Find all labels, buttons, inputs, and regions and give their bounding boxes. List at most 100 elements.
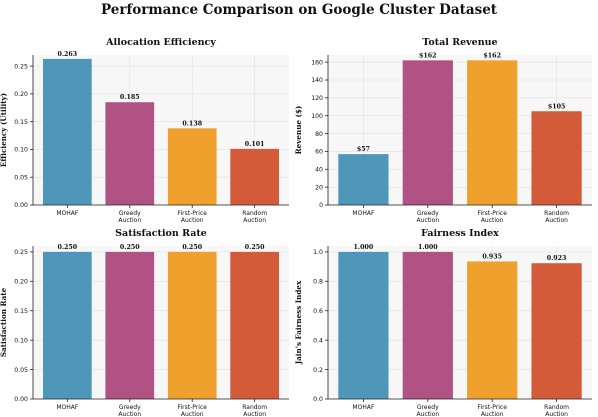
data-label: 0.250	[182, 244, 202, 251]
y-tick-label: 0.00	[14, 202, 28, 209]
y-tick-label: 80	[315, 131, 323, 138]
chart-panel-4: Fairness Index Jain's Fairness Index 0.0 0.…	[294, 228, 592, 417]
x-tick-label: Random Auction	[544, 210, 569, 224]
x-tick-label-line: Greedy	[119, 404, 141, 411]
y-axis-label: Revenue ($)	[294, 106, 303, 155]
chart-panel-2: Total Revenue Revenue ($) 0 20 40 60 80 100 120 1…	[294, 37, 592, 224]
x-tick-label-line: Auction	[243, 217, 266, 224]
x-tick-label: First-Price Auction	[477, 404, 507, 417]
chart-panel-3: Satisfaction Rate Satisfaction Rate 0.00 0.…	[0, 228, 289, 417]
y-tick-label: 0.00	[14, 396, 28, 403]
y-tick-label: 0.05	[14, 367, 28, 374]
y-tick-label: 0.15	[14, 119, 28, 126]
bar-first-price-auction	[467, 60, 518, 205]
x-tick-label: First-Price Auction	[477, 210, 507, 224]
y-tick-label: 0.8	[313, 279, 323, 286]
data-label: 0.935	[482, 253, 502, 260]
x-tick-label-line: MOHAF	[56, 210, 79, 217]
x-tick-label: MOHAF	[352, 210, 375, 217]
x-tick-label-line: Auction	[181, 411, 204, 417]
y-tick-label: 20	[315, 184, 323, 191]
y-tick-label: 160	[311, 59, 323, 66]
x-tick-label: Random Auction	[242, 210, 267, 224]
x-tick-label: MOHAF	[56, 404, 79, 411]
x-tick-label: MOHAF	[56, 210, 79, 217]
x-tick-label-line: Random	[242, 404, 267, 411]
y-tick-label: 0.10	[14, 337, 28, 344]
y-tick-label: 100	[311, 113, 323, 120]
x-tick-label: Greedy Auction	[416, 210, 439, 224]
data-label: $162	[419, 52, 437, 59]
data-label: 0.923	[547, 255, 567, 262]
y-tick-label: 0.10	[14, 147, 28, 154]
panel-title: Fairness Index	[421, 228, 499, 239]
bar-greedy-auction	[402, 60, 453, 205]
y-tick-label: 0.15	[14, 308, 28, 315]
bar-greedy-auction	[105, 102, 155, 205]
panel-title: Satisfaction Rate	[115, 228, 207, 239]
x-tick-label: First-Price Auction	[178, 404, 208, 417]
x-tick-label-line: First-Price	[178, 210, 208, 217]
bar-first-price-auction	[167, 251, 217, 399]
x-tick-label-line: Auction	[416, 217, 439, 224]
x-tick-label-line: Random	[242, 210, 267, 217]
y-tick-label: 0.2	[313, 367, 323, 374]
chart-panel-1: Allocation Efficiency Efficiency (Utility…	[0, 37, 289, 224]
x-tick-label-line: Auction	[545, 411, 568, 417]
y-axis-label: Satisfaction Rate	[0, 287, 8, 357]
data-label: 1.000	[354, 244, 374, 251]
x-tick-label-line: Greedy	[119, 210, 141, 217]
y-axis-label: Efficiency (Utility)	[0, 93, 8, 167]
data-label: $57	[357, 146, 370, 153]
x-tick-label: Random Auction	[242, 404, 267, 417]
data-label: 0.250	[120, 244, 140, 251]
x-tick-label-line: Auction	[416, 411, 439, 417]
x-tick-label-line: First-Price	[477, 210, 507, 217]
data-label: 0.185	[120, 94, 140, 101]
y-tick-label: 120	[311, 95, 323, 102]
y-tick-label: 140	[311, 77, 323, 84]
x-tick-label-line: First-Price	[178, 404, 208, 411]
x-tick-label-line: Auction	[181, 217, 204, 224]
x-tick-label-line: Auction	[118, 411, 141, 417]
x-tick-label-line: Auction	[118, 217, 141, 224]
bar-greedy-auction	[402, 251, 453, 399]
x-tick-label-line: Greedy	[417, 210, 439, 217]
x-tick-label-line: Auction	[481, 411, 504, 417]
data-label: 0.250	[245, 244, 265, 251]
x-tick-label-line: Random	[544, 404, 569, 411]
y-tick-label: 0	[319, 202, 323, 209]
bar-first-price-auction	[167, 128, 217, 205]
data-label: 0.250	[57, 244, 77, 251]
bar-random-auction	[531, 111, 582, 205]
x-tick-label-line: Auction	[481, 217, 504, 224]
y-tick-label: 0.05	[14, 174, 28, 181]
x-tick-label-line: Greedy	[417, 404, 439, 411]
y-tick-label: 0.4	[313, 337, 323, 344]
x-tick-label: Greedy Auction	[118, 210, 141, 224]
y-tick-label: 0.0	[313, 396, 323, 403]
bar-mohaf	[42, 58, 92, 206]
bar-mohaf	[42, 251, 92, 399]
y-tick-label: 0.25	[14, 63, 28, 70]
x-tick-label: Greedy Auction	[416, 404, 439, 417]
data-label: 0.101	[245, 141, 265, 148]
x-tick-label: MOHAF	[352, 404, 375, 411]
y-tick-label: 1.0	[313, 249, 323, 256]
data-label: $105	[548, 103, 566, 110]
bar-mohaf	[338, 251, 389, 399]
x-tick-label: Greedy Auction	[118, 404, 141, 417]
bar-random-auction	[230, 251, 280, 399]
x-tick-label-line: MOHAF	[352, 404, 375, 411]
figure-title: Performance Comparison on Google Cluster…	[101, 2, 498, 18]
data-label: $162	[483, 52, 501, 59]
bar-mohaf	[338, 154, 389, 205]
x-tick-label-line: Auction	[243, 411, 266, 417]
x-tick-label-line: MOHAF	[56, 404, 79, 411]
y-tick-label: 40	[315, 166, 323, 173]
panel-title: Total Revenue	[422, 37, 497, 48]
y-tick-label: 0.20	[14, 279, 28, 286]
bar-random-auction	[230, 148, 280, 205]
x-tick-label-line: MOHAF	[352, 210, 375, 217]
